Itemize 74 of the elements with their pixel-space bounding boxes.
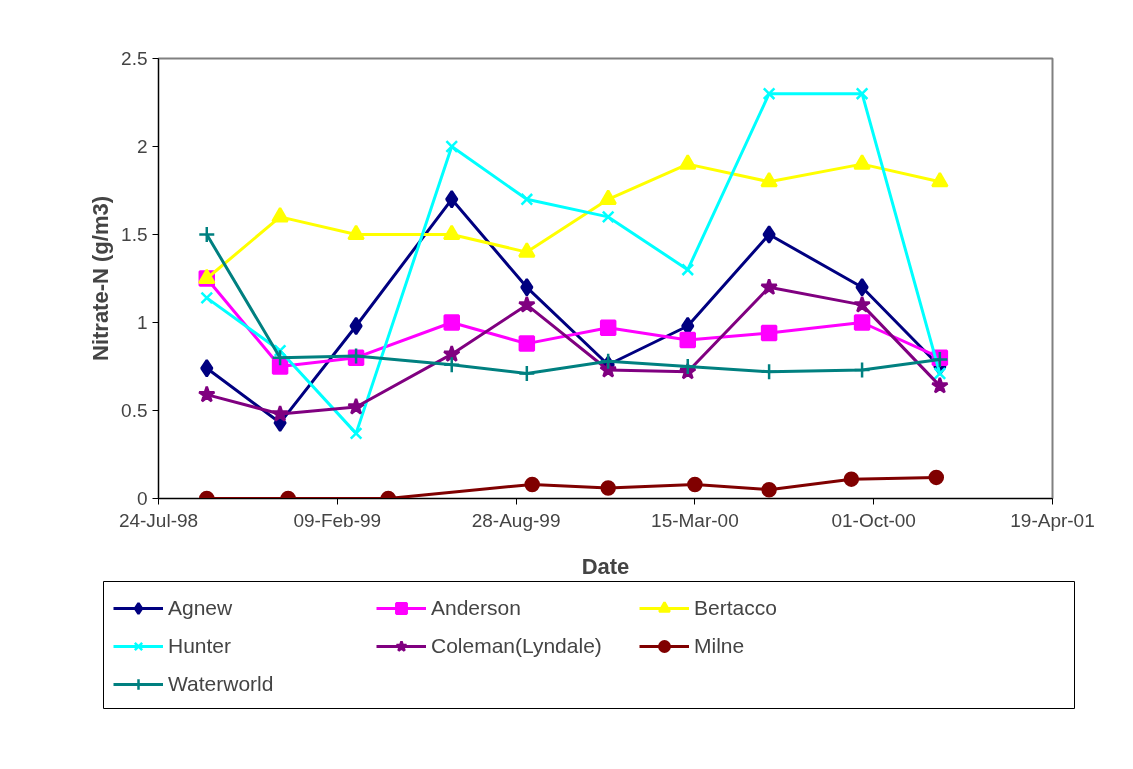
point — [443, 314, 460, 331]
y-tick-label: 2.5 — [121, 48, 148, 69]
y-tick-label: 1.5 — [121, 224, 148, 245]
point — [679, 154, 697, 170]
point — [445, 139, 459, 154]
point — [679, 357, 697, 376]
y-tick-label: 2 — [136, 136, 148, 157]
point — [599, 319, 617, 337]
legend-label: Hunter — [168, 633, 233, 659]
point — [760, 324, 778, 342]
point — [853, 295, 871, 313]
point — [762, 225, 776, 244]
point — [853, 154, 871, 170]
point — [853, 361, 871, 379]
point — [687, 476, 703, 493]
legend-label: Waterworld — [168, 671, 275, 697]
point — [442, 224, 461, 241]
point — [679, 331, 696, 349]
point — [442, 344, 461, 362]
point — [928, 469, 945, 486]
legend-label: Bertacco — [694, 595, 778, 621]
point — [520, 278, 534, 297]
point — [524, 476, 540, 493]
legend-label: Agnew — [168, 595, 234, 621]
point — [271, 404, 289, 422]
x-axis-title: Date — [581, 553, 630, 579]
point — [271, 206, 289, 223]
point — [931, 171, 949, 188]
point — [761, 481, 777, 498]
point — [520, 192, 534, 206]
point — [349, 316, 363, 336]
x-tick-label: 24-Jul-98 — [118, 509, 199, 531]
point — [599, 352, 617, 370]
y-tick-label: 0.5 — [121, 400, 148, 421]
point — [271, 348, 289, 367]
point — [445, 190, 459, 209]
point — [853, 314, 871, 331]
point — [518, 335, 536, 352]
point — [931, 376, 949, 394]
point — [200, 291, 214, 305]
point — [600, 480, 616, 496]
point — [518, 364, 536, 383]
legend-label: Milne — [694, 633, 746, 659]
point — [518, 242, 536, 258]
x-tick-label: 01-Oct-00 — [831, 509, 916, 531]
point — [517, 295, 536, 313]
point — [200, 359, 214, 378]
y-axis-title: Nitrate-N (g/m3) — [88, 195, 114, 362]
legend-label: Coleman(Lyndale) — [431, 633, 603, 659]
legend-label: Anderson — [431, 595, 522, 621]
point — [601, 210, 615, 224]
point — [762, 87, 776, 101]
y-tick-label: 1 — [136, 312, 148, 333]
point — [681, 263, 695, 277]
point — [442, 355, 461, 374]
point — [198, 225, 216, 244]
point — [760, 171, 778, 188]
point — [855, 87, 869, 101]
point — [760, 363, 778, 381]
point — [760, 278, 778, 296]
point — [599, 189, 617, 205]
x-tick-label: 09-Feb-99 — [293, 509, 382, 531]
point — [349, 426, 363, 440]
point — [271, 358, 289, 375]
x-tick-label: 19-Apr-01 — [1010, 509, 1095, 531]
x-tick-label: 15-Mar-00 — [651, 509, 739, 531]
point — [347, 397, 365, 415]
point — [933, 366, 947, 381]
y-tick-label: 0 — [136, 488, 148, 509]
point — [855, 278, 869, 297]
point — [843, 471, 860, 487]
x-tick-label: 28-Aug-99 — [471, 509, 561, 531]
point — [197, 385, 216, 403]
point — [347, 224, 365, 241]
